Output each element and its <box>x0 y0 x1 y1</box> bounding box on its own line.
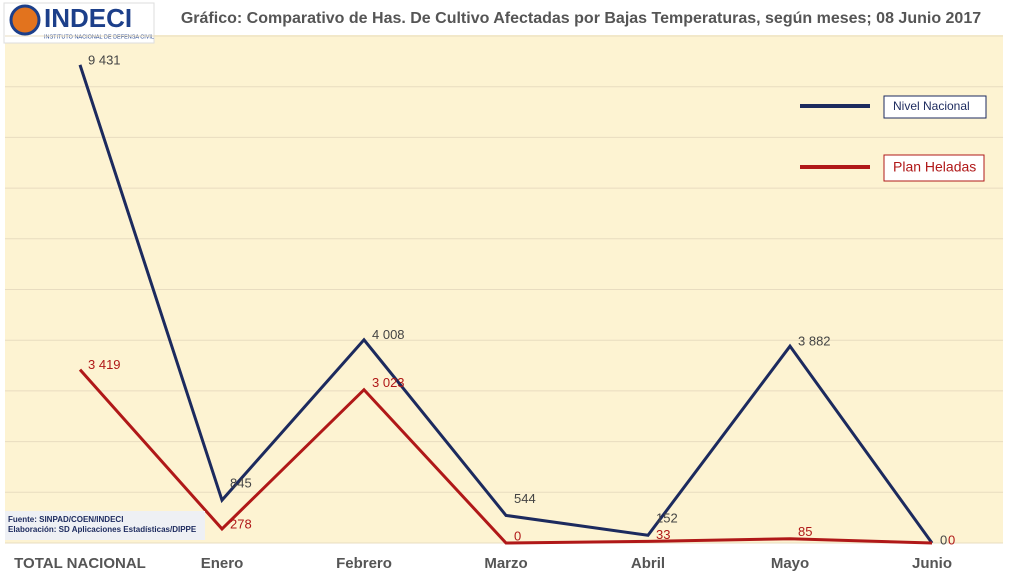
x-tick-label: Mayo <box>771 555 809 572</box>
logo: INDECI INSTITUTO NACIONAL DE DEFENSA CIV… <box>3 2 155 44</box>
data-label: 33 <box>656 527 670 542</box>
data-label: 3 419 <box>88 357 121 372</box>
x-tick-label: Enero <box>201 555 244 572</box>
data-label: 0 <box>948 532 955 547</box>
x-tick-label: Abril <box>631 555 665 572</box>
legend-box <box>883 154 985 182</box>
data-label: 845 <box>230 476 252 491</box>
x-tick-label: Febrero <box>336 555 392 572</box>
x-tick-label: Marzo <box>484 555 527 572</box>
legend-label: Nivel Nacional <box>893 99 970 113</box>
data-label: 0 <box>940 532 947 547</box>
data-label: 3 882 <box>798 334 831 349</box>
footnote-box <box>5 511 205 540</box>
legend-box <box>883 95 987 119</box>
legend-label: Plan Heladas <box>893 159 976 175</box>
x-tick-label: Junio <box>912 555 952 572</box>
chart-title: Gráfico: Comparativo de Has. De Cultivo … <box>181 10 981 27</box>
logo-subtitle: INSTITUTO NACIONAL DE DEFENSA CIVIL <box>44 34 154 40</box>
footnote: Fuente: SINPAD/COEN/INDECI <box>8 515 123 524</box>
data-label: 0 <box>514 528 521 543</box>
footnote: Elaboración: SD Aplicaciones Estadística… <box>8 525 197 534</box>
data-label: 9 431 <box>88 52 121 67</box>
data-label: 85 <box>798 524 812 539</box>
data-label: 152 <box>656 511 678 526</box>
data-label: 544 <box>514 491 536 506</box>
x-tick-label: TOTAL NACIONAL <box>14 555 146 572</box>
data-label: 3 023 <box>372 375 405 390</box>
series-line <box>78 64 934 544</box>
logo-emblem <box>9 4 41 36</box>
series-line <box>78 368 933 545</box>
data-label: 4 008 <box>372 327 405 342</box>
data-label: 278 <box>230 516 252 531</box>
logo-name: INDECI <box>44 3 132 33</box>
